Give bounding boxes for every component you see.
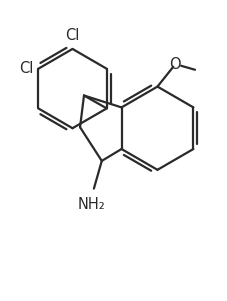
- Text: Cl: Cl: [65, 28, 79, 43]
- Text: Cl: Cl: [19, 61, 33, 76]
- Text: O: O: [169, 57, 180, 72]
- Text: NH₂: NH₂: [78, 197, 105, 212]
